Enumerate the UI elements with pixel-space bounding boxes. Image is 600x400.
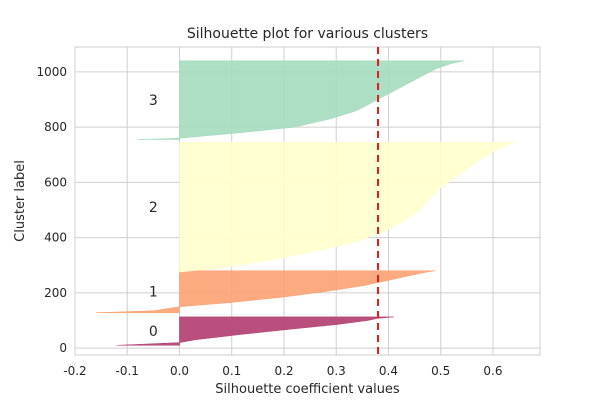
x-tick-label: 0.0 [170,364,189,378]
y-axis-label: Cluster label [13,160,28,242]
cluster-area-1 [95,270,436,313]
y-tick-labels: 0 200 400 600 800 1000 [36,65,67,355]
cluster-label-2: 2 [149,200,158,216]
y-tick-label: 1000 [36,65,67,79]
cluster-label-3: 3 [149,93,158,109]
x-tick-labels: -0.2 -0.1 0.0 0.1 0.2 0.3 0.4 0.5 0.6 [63,364,502,378]
x-tick-label: 0.6 [483,364,502,378]
cluster-area-2 [179,142,517,273]
y-tick-label: 200 [44,286,67,300]
x-tick-label: 0.2 [274,364,293,378]
x-tick-label: 0.3 [327,364,346,378]
plot-frame [74,46,541,356]
cluster-area-0 [116,316,394,346]
y-tick-label: 400 [44,231,67,245]
cluster-area-3 [137,60,465,140]
cluster-areas [95,60,517,346]
x-tick-label: -0.2 [63,364,86,378]
x-tick-label: 0.1 [222,364,241,378]
x-tick-label: -0.1 [116,364,139,378]
cluster-labels: 0 1 2 3 [149,93,158,340]
y-tick-label: 800 [44,120,67,134]
cluster-label-0: 0 [149,324,158,340]
x-tick-label: 0.4 [379,364,398,378]
y-tick-label: 600 [44,175,67,189]
cluster-label-1: 1 [149,285,158,301]
chart-title: Silhouette plot for various clusters [187,26,428,42]
x-axis-label: Silhouette coefficient values [215,382,400,397]
y-tick-label: 0 [59,341,67,355]
x-tick-label: 0.5 [431,364,450,378]
